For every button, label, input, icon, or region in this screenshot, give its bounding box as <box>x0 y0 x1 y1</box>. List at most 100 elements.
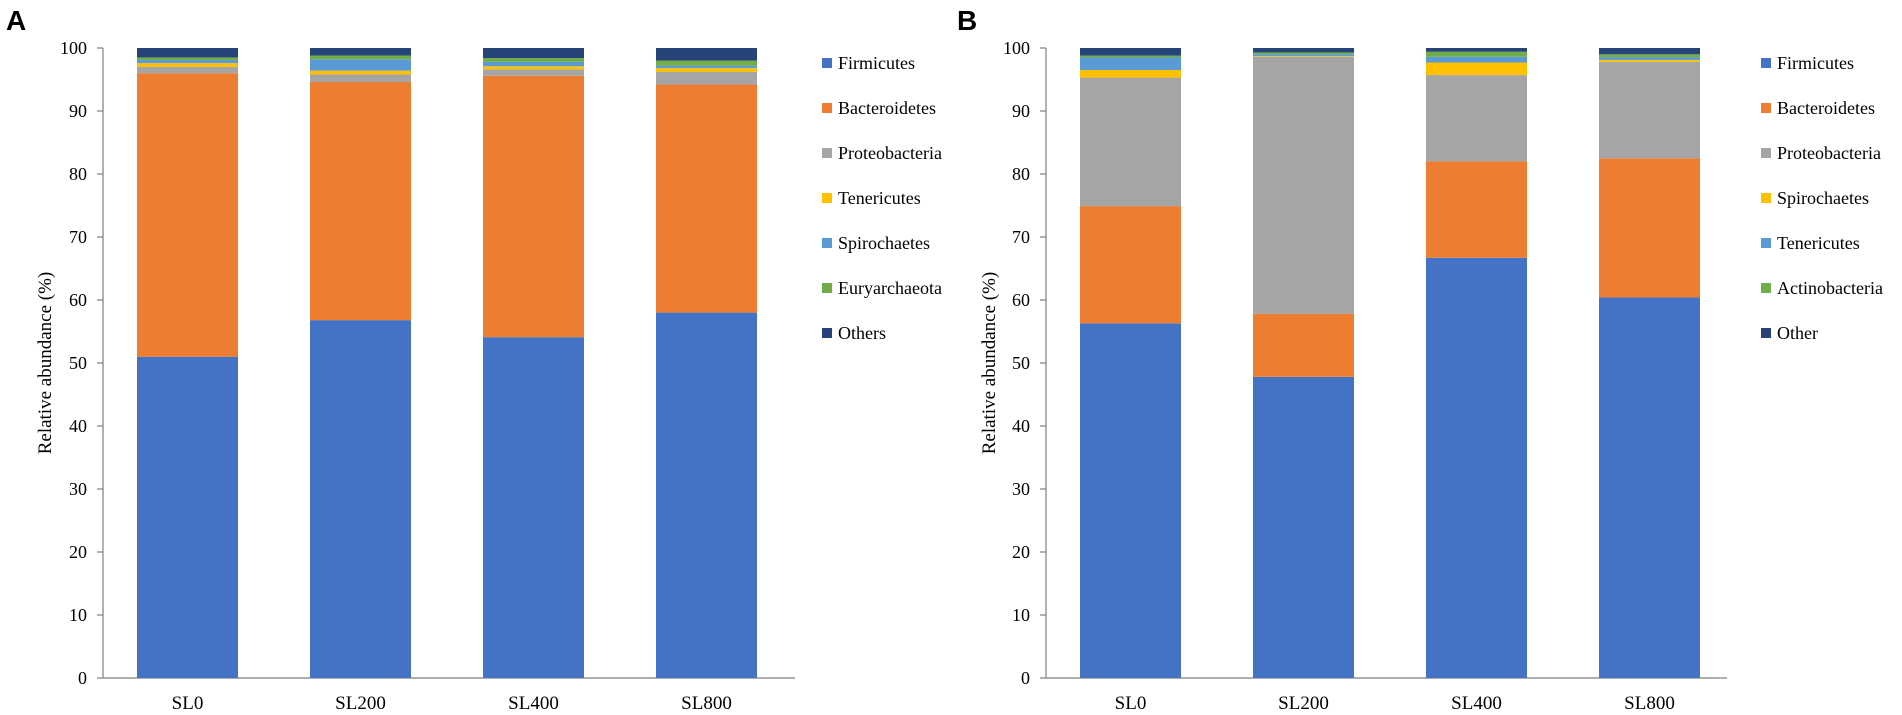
bar-segment-proteobacteria-sl800 <box>656 71 757 85</box>
bar-segment-actinobacteria-sl0 <box>1080 55 1181 58</box>
bar-segment-others-sl200 <box>310 48 411 56</box>
bar-segment-euryarchaeota-sl0 <box>137 57 238 60</box>
x-tick-label: SL200 <box>1278 693 1329 714</box>
legend-swatch <box>822 103 832 113</box>
bar-segment-bacteroidetes-sl0 <box>137 73 238 357</box>
bar-segment-actinobacteria-sl800 <box>1599 54 1700 58</box>
legend-label: Firmicutes <box>1777 53 1854 73</box>
legend-label: Proteobacteria <box>1777 143 1881 163</box>
legend-swatch <box>1761 238 1771 248</box>
panel-a: A Relative abundance (%) 0 10 20 30 40 50 60 70 80… <box>6 5 942 714</box>
panel-b: B Relative abundance (%) 0 10 20 30 40 50 60 70 80… <box>957 5 1883 714</box>
bar-segment-spirochaetes-sl0 <box>137 59 238 64</box>
bar-segment-proteobacteria-sl400 <box>483 69 584 76</box>
bar-segment-bacteroidetes-sl800 <box>656 84 757 313</box>
legend-label: Tenericutes <box>1777 233 1860 253</box>
y-tick-label: 80 <box>69 164 87 184</box>
panel-letter: A <box>6 5 26 36</box>
y-axis-title: Relative abundance (%) <box>35 272 56 455</box>
y-tick-label: 40 <box>69 416 87 436</box>
legend-label: Tenericutes <box>838 188 921 208</box>
bar-segment-bacteroidetes-sl200 <box>1253 313 1354 377</box>
bar-segment-tenericutes-sl800 <box>656 68 757 72</box>
bar-segment-firmicutes-sl800 <box>1599 297 1700 678</box>
y-tick-label: 10 <box>1012 605 1030 625</box>
bar-segment-tenericutes-sl200 <box>1253 54 1354 57</box>
legend-label: Proteobacteria <box>838 143 942 163</box>
bar-segment-tenericutes-sl400 <box>483 66 584 70</box>
y-tick-label: 50 <box>69 353 87 373</box>
y-tick-label: 90 <box>1012 101 1030 121</box>
bar-segment-actinobacteria-sl200 <box>1253 52 1354 55</box>
y-tick-label: 70 <box>69 227 87 247</box>
x-tick-label: SL800 <box>1624 693 1675 714</box>
bar-segment-others-sl800 <box>656 48 757 61</box>
y-tick-label: 80 <box>1012 164 1030 184</box>
bar-segment-proteobacteria-sl200 <box>310 74 411 83</box>
bar-segment-firmicutes-sl200 <box>310 320 411 678</box>
bar-segment-proteobacteria-sl0 <box>1080 77 1181 207</box>
panel-letter: B <box>957 5 977 36</box>
legend-swatch <box>822 283 832 293</box>
bar-segment-spirochaetes-sl400 <box>1426 62 1527 76</box>
bar-segment-bacteroidetes-sl0 <box>1080 206 1181 324</box>
bar-segment-others-sl0 <box>137 48 238 58</box>
y-tick-label: 0 <box>1021 668 1030 688</box>
y-tick-label: 0 <box>78 668 87 688</box>
x-tick-label: SL0 <box>1115 693 1147 714</box>
bar-segment-proteobacteria-sl200 <box>1253 56 1354 314</box>
bar-segment-proteobacteria-sl800 <box>1599 61 1700 159</box>
bar-segment-spirochaetes-sl400 <box>483 61 584 67</box>
bar-segment-firmicutes-sl0 <box>1080 323 1181 678</box>
bar-segment-spirochaetes-sl800 <box>656 65 757 69</box>
legend-label: Bacteroidetes <box>838 98 936 118</box>
y-tick-label: 50 <box>1012 353 1030 373</box>
bar-segment-firmicutes-sl400 <box>1426 257 1527 678</box>
y-tick-label: 20 <box>1012 542 1030 562</box>
legend-swatch <box>822 193 832 203</box>
y-axis-title: Relative abundance (%) <box>979 272 1000 455</box>
y-tick-label: 90 <box>69 101 87 121</box>
bar-segment-other-sl0 <box>1080 48 1181 56</box>
bar-segment-firmicutes-sl800 <box>656 312 757 678</box>
bar-segment-firmicutes-sl0 <box>137 356 238 678</box>
y-tick-label: 70 <box>1012 227 1030 247</box>
legend-label: Firmicutes <box>838 53 915 73</box>
bar-segment-euryarchaeota-sl400 <box>483 58 584 62</box>
legend-swatch <box>1761 193 1771 203</box>
bar-segment-bacteroidetes-sl200 <box>310 82 411 321</box>
bar-segment-spirochaetes-sl0 <box>1080 70 1181 78</box>
legend-swatch <box>1761 58 1771 68</box>
legend-swatch <box>1761 103 1771 113</box>
bar-segment-firmicutes-sl200 <box>1253 376 1354 678</box>
x-tick-label: SL800 <box>681 693 732 714</box>
bar-segment-bacteroidetes-sl400 <box>1426 161 1527 258</box>
y-tick-label: 60 <box>1012 290 1030 310</box>
x-tick-label: SL200 <box>335 693 386 714</box>
legend-label: Spirochaetes <box>838 233 930 253</box>
bar-segment-bacteroidetes-sl800 <box>1599 158 1700 298</box>
legend-label: Other <box>1777 323 1818 343</box>
legend-swatch <box>1761 148 1771 158</box>
legend-label: Euryarchaeota <box>838 278 942 298</box>
bar-segment-spirochaetes-sl200 <box>310 59 411 71</box>
bar-segment-proteobacteria-sl400 <box>1426 75 1527 162</box>
bar-segment-spirochaetes-sl800 <box>1599 59 1700 62</box>
legend-label: Bacteroidetes <box>1777 98 1875 118</box>
y-tick-label: 100 <box>1003 38 1030 58</box>
bar-segment-other-sl800 <box>1599 48 1700 55</box>
bar-segment-other-sl200 <box>1253 48 1354 53</box>
y-tick-label: 30 <box>1012 479 1030 499</box>
x-tick-label: SL400 <box>1451 693 1502 714</box>
y-tick-label: 30 <box>69 479 87 499</box>
y-tick-label: 100 <box>60 38 87 58</box>
bar-segment-tenericutes-sl800 <box>1599 57 1700 60</box>
y-tick-label: 60 <box>69 290 87 310</box>
legend-label: Spirochaetes <box>1777 188 1869 208</box>
bar-segment-proteobacteria-sl0 <box>137 66 238 74</box>
x-tick-label: SL0 <box>172 693 204 714</box>
bar-segment-euryarchaeota-sl800 <box>656 60 757 66</box>
legend-swatch <box>1761 283 1771 293</box>
bar-segment-other-sl400 <box>1426 48 1527 52</box>
